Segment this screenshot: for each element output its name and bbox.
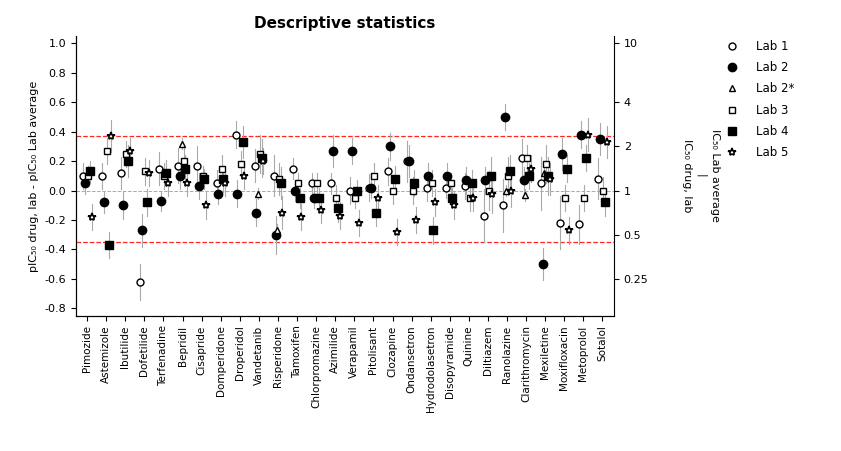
Y-axis label: IC₅₀ Lab average
|
IC₅₀ drug, lab: IC₅₀ Lab average | IC₅₀ drug, lab	[682, 129, 721, 222]
Y-axis label: pIC₅₀ drug, lab - pIC₅₀ Lab average: pIC₅₀ drug, lab - pIC₅₀ Lab average	[29, 80, 39, 272]
Title: Descriptive statistics: Descriptive statistics	[254, 16, 436, 31]
Legend: Lab 1, Lab 2, Lab 2*, Lab 3, Lab 4, Lab 5: Lab 1, Lab 2, Lab 2*, Lab 3, Lab 4, Lab …	[717, 37, 797, 163]
